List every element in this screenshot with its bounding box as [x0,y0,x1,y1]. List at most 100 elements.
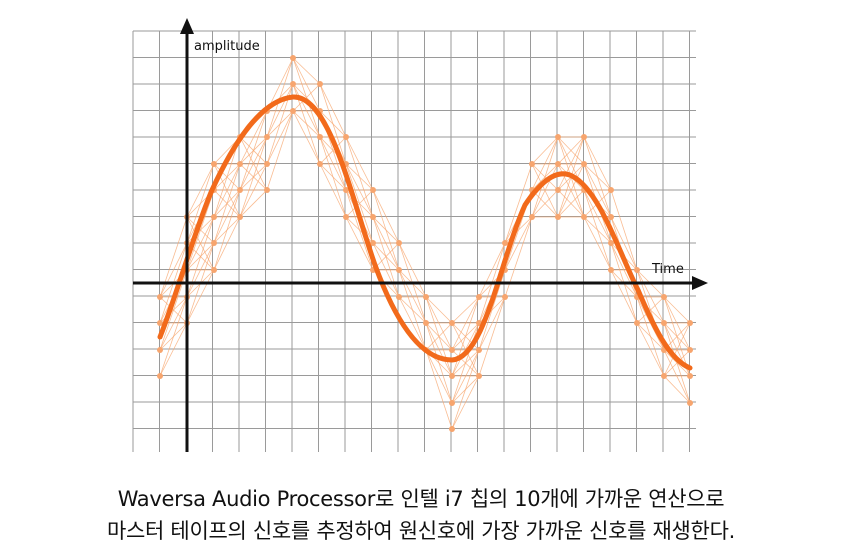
estimated-signal-curve [157,94,693,371]
sample-point [476,347,482,353]
sample-point [343,214,349,220]
sample-point [555,134,561,140]
sample-link [451,296,480,324]
sample-point [449,320,455,326]
sample-link [663,375,691,404]
caption-line-2: 마스터 테이프의 신호를 추정하여 원신호에 가장 가까운 신호를 재생한다. [107,519,735,543]
sample-point [264,161,270,167]
sample-link [159,296,188,377]
sample-link [319,163,347,218]
sample-point [264,187,270,193]
y-axis-label: amplitude [194,39,260,54]
sample-point [581,161,587,167]
sample-link [319,136,347,165]
sample-point [608,267,614,273]
sample-link [345,163,374,191]
caption-line-1: Waversa Audio Processor로 인텔 i7 칩의 10개에 가… [117,487,725,511]
sample-point [529,161,535,167]
sample-point [157,347,163,353]
sample-link [425,322,453,377]
sample-link [266,57,294,138]
sample-link [531,136,559,218]
sample-link [345,189,374,218]
sample-link [451,349,480,404]
sample-link [610,269,638,324]
sample-link [451,322,480,404]
sample-point [370,187,376,193]
sample-link [398,269,427,324]
sample-link [557,163,585,218]
sample-point [555,214,561,220]
sample-link [583,163,612,218]
sample-link [372,216,400,271]
sample-point [449,400,455,406]
sample-point [581,134,587,140]
sample-link [583,163,612,191]
sample-point [317,81,323,87]
sample-point [237,187,243,193]
sample-link [425,349,453,430]
sample-link [636,296,665,324]
sample-link [319,110,347,138]
sample-link [213,216,241,271]
sample-point [290,55,296,61]
sample-point [502,240,508,246]
sample-point [343,187,349,193]
sample-link [186,216,215,271]
x-axis-arrow-icon [692,276,708,290]
sample-link [266,110,294,191]
sample-link [610,189,638,271]
sample-link [345,136,374,191]
sample-link [213,163,241,244]
sample-point [157,320,163,326]
axes [133,18,708,452]
sample-link [451,349,480,430]
sample-link [292,110,321,165]
sample-point [449,347,455,353]
sample-point [529,214,535,220]
sample-link [451,296,480,377]
sample-point [687,400,693,406]
sample-link [531,163,559,218]
x-axis-label: Time [651,262,684,277]
sample-link [663,349,691,404]
sample-point [661,373,667,379]
sample-point [290,108,296,114]
sample-link [213,163,241,218]
sample-link [213,189,241,244]
sample-link [398,296,427,324]
sample-link [531,136,559,165]
sample-link [292,110,321,138]
sample-link [425,322,453,351]
sample-link [425,296,453,351]
sample-link [583,189,612,244]
sample-link [186,163,215,244]
sample-link [583,136,612,191]
sample-point [211,240,217,246]
sample-link [663,296,691,324]
sample-link [372,189,400,244]
sample-link [186,242,215,298]
sample-link [186,163,215,218]
sample-point [608,214,614,220]
sample-point [502,294,508,300]
sample-link [636,322,665,377]
sample-point [211,161,217,167]
sample-link [636,269,665,324]
sample-link [159,296,188,351]
sample-link [239,136,268,191]
sample-point [634,267,640,273]
sample-link [266,57,294,112]
sample-link [345,163,374,218]
sample-point [423,320,429,326]
sample-link [663,322,691,377]
sample-link [478,242,506,298]
sample-point [396,267,402,273]
sample-point [211,267,217,273]
sample-point [687,347,693,353]
sample-point [608,187,614,193]
sample-point [211,214,217,220]
sample-link [583,216,612,244]
sample-point [555,187,561,193]
sample-link [239,136,268,218]
